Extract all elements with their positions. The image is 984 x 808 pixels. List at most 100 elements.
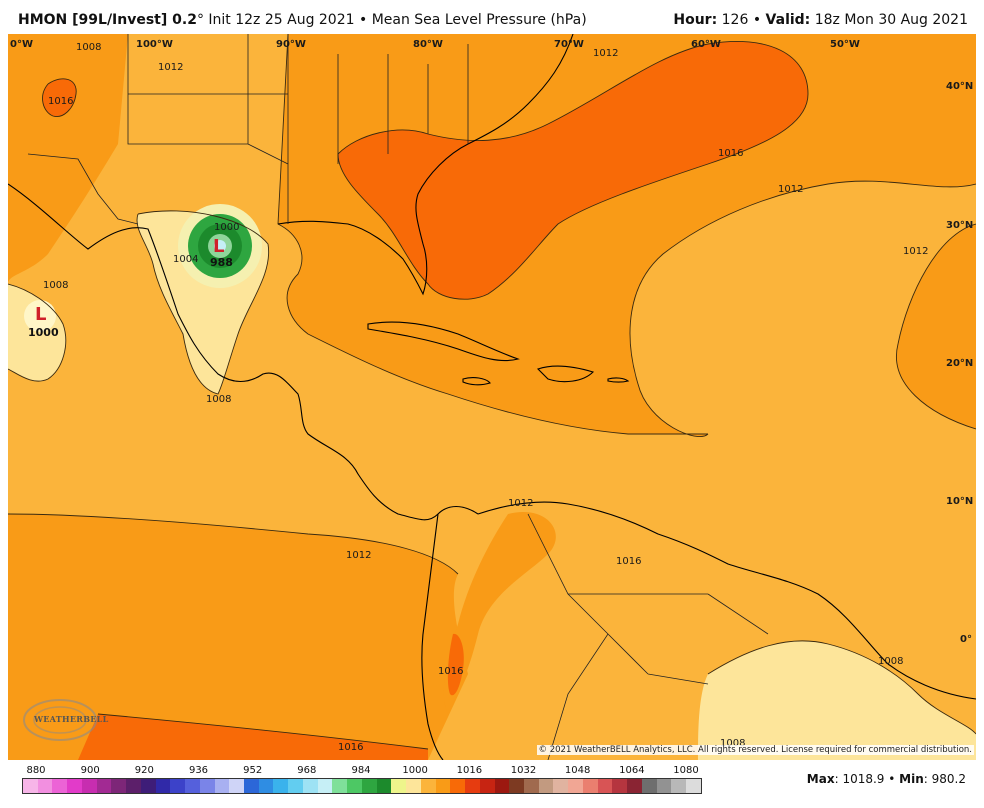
latitude-label: 20°N [946,358,973,369]
isobar-label: 1012 [508,498,533,509]
coastline-pacific-south-america [421,513,444,760]
copyright-notice: © 2021 WeatherBELL Analytics, LLC. All r… [536,745,974,755]
coastline-hispaniola [536,365,595,383]
isobar-label: 1016 [338,742,363,753]
logo-swirl-icon [23,699,97,741]
colorbar-swatch [302,779,318,793]
latitude-label: 30°N [946,220,973,231]
longitude-label: 90°W [276,39,306,50]
isobar [136,210,270,395]
pressure-band-1012-1016-east [896,224,976,429]
map-canvas: 1008 1012 1016 1004 1000 988 1008 1016 1… [8,34,976,760]
isobar-label: 1008 [878,656,903,667]
low-eye [214,240,226,252]
colorbar-swatch [332,779,348,793]
colorbar-swatch [553,779,569,793]
isobar-label: 1008 [43,280,68,291]
longitude-label: 60°W [691,39,721,50]
pressure-band-1016-1020-south [78,714,428,760]
degree-symbol: ° [196,12,204,28]
colorbar-swatch [258,779,274,793]
colorbar-swatch [582,779,598,793]
isobar-label: 1000 [214,222,239,233]
colorbar-swatch [465,779,480,793]
isobar-label: 1008 [720,738,745,749]
isobar-label: 1012 [346,550,371,561]
pressure-band-1012-1016-north [278,34,976,437]
colorbar-swatch [96,779,112,793]
bullet-separator: • [752,12,762,28]
isobar-label: 1004 [173,254,198,265]
colorbar-tick-label: 952 [243,765,263,776]
isobar-label: 1008 [76,42,101,53]
isobar-label: 1016 [718,148,743,159]
colorbar-tick-label: 1000 [402,765,428,776]
header: HMON [99L/Invest] 0.2° Init 12z 25 Aug 2… [0,0,984,34]
border-south-america [527,513,769,760]
colorbar-swatch [450,779,466,793]
valid-info: Hour: 126 • Valid: 18z Mon 30 Aug 2021 [673,12,968,28]
max-min-stats: Max: 1018.9 • Min: 980.2 [806,772,966,786]
colorbar-swatch [155,779,171,793]
isobar-label: 1008 [206,394,231,405]
colorbar-swatch [612,779,628,793]
isobar [707,640,976,735]
colorbar-swatch [391,779,407,793]
colorbar-swatch [23,779,38,793]
pressure-band-1016-1020-atlantic [338,41,808,300]
coastline-cuba [367,321,520,362]
weatherbell-logo: WEATHERBELL [20,698,110,746]
isobar-label: 1016 [616,556,641,567]
min-label: Min [899,772,924,786]
colorbar-swatch [347,779,362,793]
isobar-label: 1012 [593,48,618,59]
colorbar-swatch [37,779,53,793]
colorbar-swatch [597,779,613,793]
colorbar-tick-label: 968 [297,765,317,776]
isobar [629,180,976,437]
low-pressure-value: 988 [210,256,233,269]
colorbar-tick-label: 1032 [510,765,537,776]
colorbar-tick-label: 920 [134,765,154,776]
isobar [896,223,976,430]
isobar-label: 1012 [778,184,803,195]
colorbar-tick-label: 984 [351,765,371,776]
colorbar-swatch [627,779,642,793]
colorbar-swatch [140,779,156,793]
isobar [8,283,67,382]
max-label: Max [806,772,835,786]
pressure-band-1012-1016-south [8,514,468,760]
colorbar-swatch [641,779,657,793]
colorbar-swatch [199,779,215,793]
colorbar-swatch [361,779,377,793]
logo-text: WEATHERBELL [34,714,109,724]
low-pressure-symbol: L [35,304,46,325]
colorbar-tick-label: 1080 [673,765,699,776]
colorbar-swatch [376,779,392,793]
coastline-south-america [477,501,976,700]
pressure-band-1012-1016-west [8,34,128,284]
longitude-label: 70°W [554,39,584,50]
colorbar-swatch [479,779,495,793]
pressure-map[interactable]: 1008 1012 1016 1004 1000 988 1008 1016 1… [8,34,976,760]
border-us-mexico [27,153,139,225]
colorbar-swatch [317,779,333,793]
latitude-label: 0° [960,634,972,645]
colorbar-swatch [420,779,436,793]
isobar [42,78,77,117]
bullet-separator: • [888,772,896,786]
init-time: Init 12z 25 Aug 2021 [208,12,355,28]
colorbar-tick-label: 1048 [564,765,591,776]
isobar [337,41,809,300]
field-name: Mean Sea Level Pressure (hPa) [371,12,587,28]
longitude-label: 80°W [413,39,443,50]
colorbar-labels: 880 900 920 936 952 968 984 1000 1016 1032 1048 106… [22,765,702,777]
latitude-label: 10°N [946,496,973,507]
coastline-gulf [277,34,574,296]
coastline-puerto-rico [607,377,630,383]
colorbar-swatch [406,779,421,793]
chart-title: HMON [99L/Invest] 0.2° Init 12z 25 Aug 2… [18,12,587,28]
colorbar-swatch [523,779,539,793]
colorbar-swatch [244,779,259,793]
isobar-label: 1016 [438,666,463,677]
